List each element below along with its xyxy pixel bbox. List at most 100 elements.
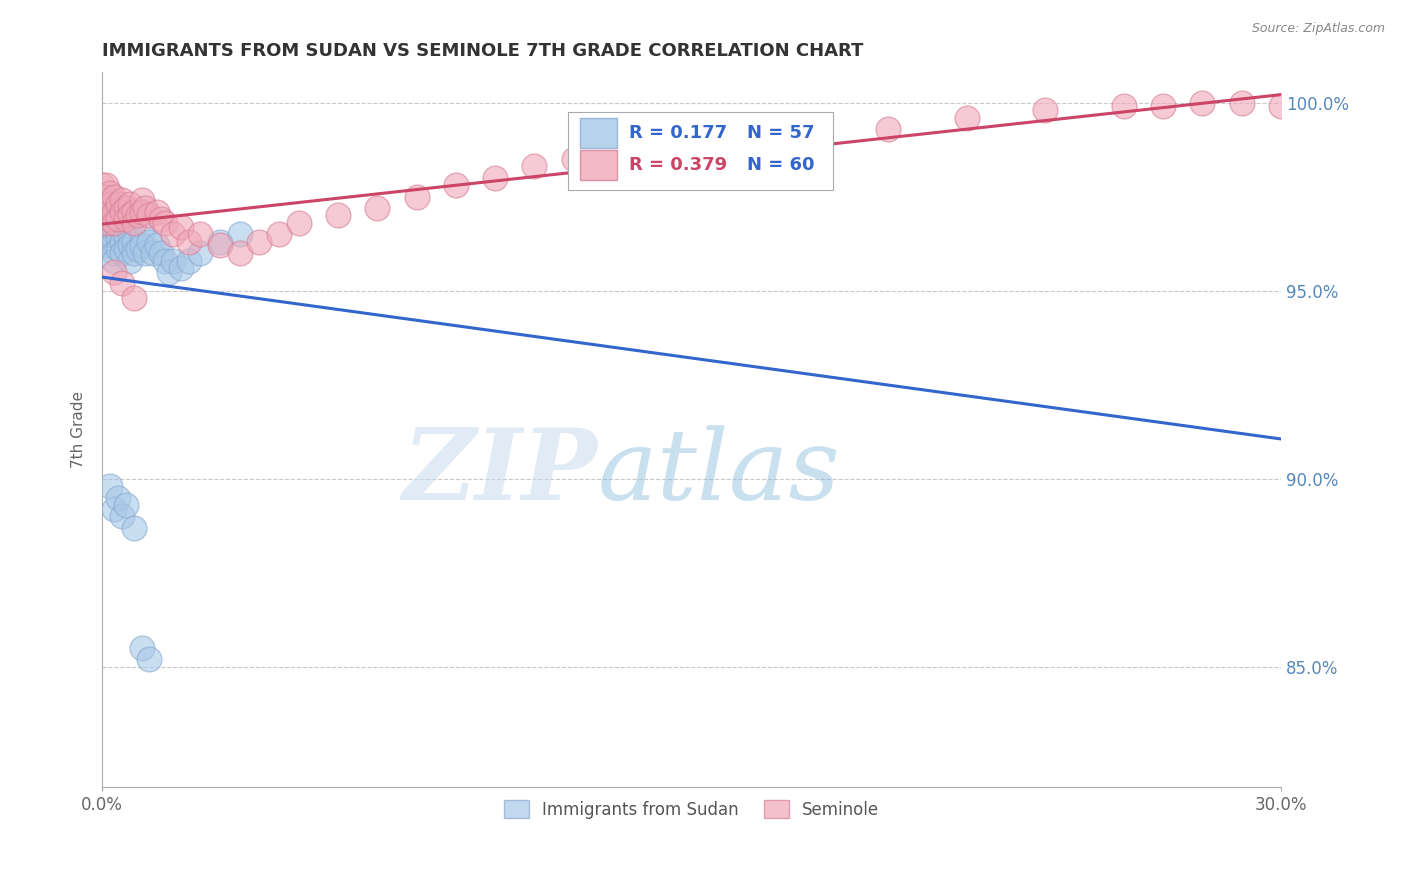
Point xyxy=(98,219,121,234)
Point xyxy=(134,246,156,260)
Point xyxy=(122,246,145,260)
Point xyxy=(98,204,121,219)
Point xyxy=(98,235,121,249)
Point xyxy=(122,204,145,219)
Point xyxy=(131,227,153,242)
Point xyxy=(131,194,153,208)
Point xyxy=(107,231,129,245)
Point xyxy=(134,201,156,215)
Point xyxy=(111,235,134,249)
FancyBboxPatch shape xyxy=(579,151,617,180)
Point xyxy=(799,133,821,147)
Point xyxy=(122,216,145,230)
Point xyxy=(98,186,121,200)
Point xyxy=(562,152,585,166)
Point xyxy=(1033,103,1056,117)
Point xyxy=(326,208,349,222)
Point xyxy=(229,246,252,260)
FancyBboxPatch shape xyxy=(568,112,832,190)
Point xyxy=(111,276,134,290)
Point xyxy=(122,235,145,249)
Point xyxy=(111,194,134,208)
Point xyxy=(94,227,117,242)
Point xyxy=(94,178,117,193)
Point xyxy=(111,204,134,219)
Point xyxy=(111,246,134,260)
Point xyxy=(150,246,173,260)
Point xyxy=(103,219,125,234)
Point xyxy=(1230,95,1253,110)
Point xyxy=(114,212,136,227)
Point xyxy=(107,197,129,211)
Text: ZIP: ZIP xyxy=(402,425,598,521)
Point xyxy=(98,212,121,227)
Point xyxy=(91,194,114,208)
Point xyxy=(103,189,125,203)
Point xyxy=(118,238,141,252)
Point xyxy=(94,201,117,215)
Point xyxy=(1191,95,1213,110)
Point xyxy=(190,227,212,242)
Point xyxy=(107,216,129,230)
Point xyxy=(98,227,121,242)
Text: atlas: atlas xyxy=(598,425,839,520)
Point xyxy=(103,253,125,268)
Point xyxy=(247,235,270,249)
Point xyxy=(523,160,546,174)
Point xyxy=(94,208,117,222)
Text: R = 0.177: R = 0.177 xyxy=(628,124,727,142)
Point xyxy=(146,238,169,252)
Point xyxy=(170,219,193,234)
Point xyxy=(209,235,232,249)
Point xyxy=(122,291,145,305)
Point xyxy=(114,231,136,245)
Point xyxy=(107,212,129,227)
FancyBboxPatch shape xyxy=(579,118,617,148)
Point xyxy=(103,501,125,516)
Point xyxy=(127,208,149,222)
Point xyxy=(111,223,134,237)
Point xyxy=(91,204,114,219)
Point xyxy=(94,216,117,230)
Point xyxy=(142,246,165,260)
Point xyxy=(98,479,121,493)
Point xyxy=(118,208,141,222)
Point xyxy=(107,491,129,505)
Point xyxy=(366,201,388,215)
Text: R = 0.379: R = 0.379 xyxy=(628,156,727,174)
Point xyxy=(107,242,129,256)
Point xyxy=(138,652,160,666)
Text: N = 60: N = 60 xyxy=(747,156,814,174)
Point xyxy=(118,253,141,268)
Point xyxy=(98,197,121,211)
Y-axis label: 7th Grade: 7th Grade xyxy=(72,392,86,468)
Point xyxy=(170,260,193,275)
Point xyxy=(103,265,125,279)
Point xyxy=(877,121,900,136)
Point xyxy=(146,204,169,219)
Point xyxy=(114,242,136,256)
Point xyxy=(94,201,117,215)
Point xyxy=(103,235,125,249)
Point xyxy=(444,178,467,193)
Point xyxy=(138,208,160,222)
Point xyxy=(229,227,252,242)
Point xyxy=(91,178,114,193)
Point xyxy=(190,246,212,260)
Point xyxy=(153,253,176,268)
Point xyxy=(1270,99,1292,113)
Text: IMMIGRANTS FROM SUDAN VS SEMINOLE 7TH GRADE CORRELATION CHART: IMMIGRANTS FROM SUDAN VS SEMINOLE 7TH GR… xyxy=(103,42,863,60)
Point xyxy=(103,216,125,230)
Point xyxy=(94,223,117,237)
Point xyxy=(1112,99,1135,113)
Point xyxy=(405,189,427,203)
Point xyxy=(91,204,114,219)
Text: N = 57: N = 57 xyxy=(747,124,814,142)
Text: Source: ZipAtlas.com: Source: ZipAtlas.com xyxy=(1251,22,1385,36)
Point xyxy=(114,498,136,512)
Point xyxy=(1152,99,1174,113)
Point xyxy=(98,197,121,211)
Point xyxy=(162,227,184,242)
Point xyxy=(114,201,136,215)
Point xyxy=(267,227,290,242)
